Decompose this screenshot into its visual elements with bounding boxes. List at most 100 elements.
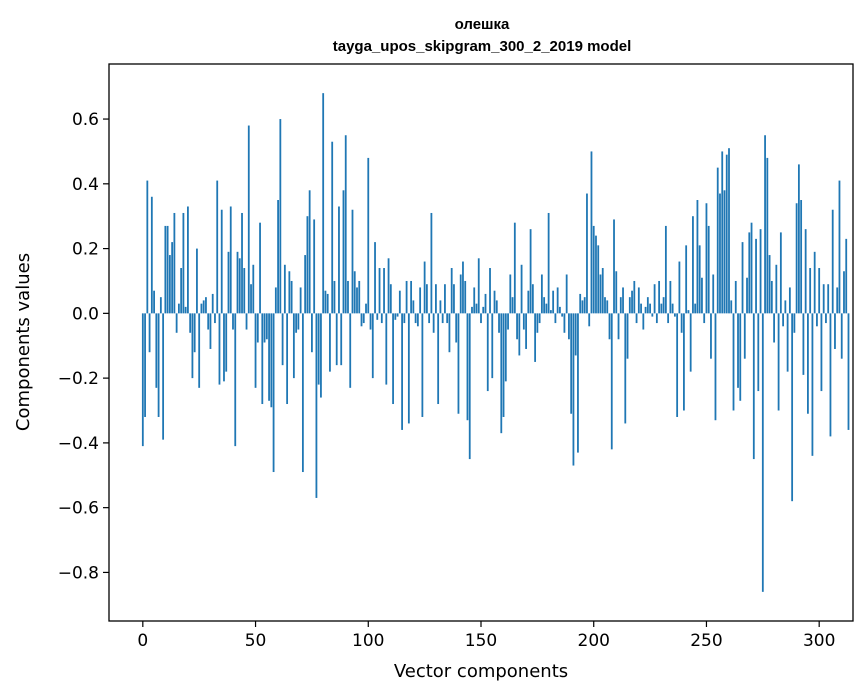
bar-233 <box>667 313 670 324</box>
bar-276 <box>764 135 766 314</box>
bar-185 <box>559 306 561 314</box>
bar-85 <box>333 280 336 314</box>
y-tick-label-3: −0.2 <box>58 369 99 389</box>
bar-176 <box>538 313 541 324</box>
bar-112 <box>394 313 397 320</box>
bar-275 <box>761 313 764 592</box>
bar-295 <box>807 313 809 414</box>
bar-238 <box>678 261 681 314</box>
bar-247 <box>698 245 701 314</box>
bar-108 <box>385 313 388 385</box>
bar-239 <box>680 313 683 333</box>
bar-188 <box>565 274 568 314</box>
bar-155 <box>491 313 494 379</box>
bar-135 <box>446 313 449 324</box>
bar-301 <box>820 313 823 392</box>
bar-156 <box>493 290 496 314</box>
bar-200 <box>592 225 595 314</box>
chart-subtitle: tayga_upos_skipgram_300_2_2019 model <box>333 38 632 55</box>
bar-22 <box>191 313 194 379</box>
bar-271 <box>752 313 755 460</box>
x-tick-label-4: 200 <box>578 631 610 651</box>
bar-24 <box>196 248 198 314</box>
bar-266 <box>741 242 744 314</box>
bar-48 <box>250 284 252 314</box>
bar-182 <box>552 290 555 314</box>
bar-191 <box>572 313 575 466</box>
bar-284 <box>782 313 785 327</box>
bar-310 <box>840 313 843 359</box>
bar-281 <box>775 264 778 314</box>
bar-31 <box>211 293 214 314</box>
bar-261 <box>730 300 733 314</box>
bar-229 <box>658 280 661 314</box>
bar-242 <box>687 310 690 314</box>
bar-195 <box>581 300 584 314</box>
bar-140 <box>457 313 460 414</box>
bar-190 <box>570 313 573 414</box>
bar-30 <box>209 313 212 349</box>
bar-65 <box>288 271 291 314</box>
bar-146 <box>471 306 473 314</box>
y-tick-label-5: 0.2 <box>72 240 99 260</box>
y-axis-label: Components values <box>13 253 34 431</box>
bar-160 <box>502 313 505 417</box>
bar-256 <box>719 193 721 314</box>
bar-163 <box>509 274 512 314</box>
bar-57 <box>270 313 273 408</box>
bar-69 <box>297 313 300 330</box>
bar-88 <box>340 313 343 366</box>
bar-148 <box>475 303 478 314</box>
bar-59 <box>274 287 277 314</box>
bar-141 <box>459 274 462 314</box>
bar-304 <box>827 284 830 314</box>
bar-249 <box>703 313 706 324</box>
bar-172 <box>529 229 532 314</box>
bar-189 <box>568 313 570 340</box>
bar-174 <box>534 313 537 362</box>
bar-43 <box>238 258 241 314</box>
bar-273 <box>757 313 760 392</box>
bar-175 <box>536 313 539 333</box>
bars-group <box>141 93 850 592</box>
y-tick-label-6: 0.4 <box>72 175 99 195</box>
bar-49 <box>252 264 255 314</box>
bar-121 <box>414 313 417 324</box>
bar-18 <box>182 212 185 314</box>
bar-138 <box>453 284 455 314</box>
bar-50 <box>254 313 257 388</box>
bar-80 <box>322 93 325 314</box>
bar-158 <box>498 313 500 333</box>
x-tick-label-0: 0 <box>137 631 148 651</box>
bar-26 <box>200 303 203 314</box>
bar-38 <box>227 251 230 314</box>
bar-221 <box>640 303 642 314</box>
bar-282 <box>777 313 780 411</box>
bar-130 <box>435 284 437 314</box>
bar-226 <box>651 313 654 317</box>
bar-55 <box>265 313 268 340</box>
bar-1 <box>144 313 146 417</box>
bar-212 <box>619 297 622 314</box>
bar-4 <box>150 196 153 314</box>
bar-159 <box>500 313 503 434</box>
bar-166 <box>516 313 518 340</box>
y-tick-label-1: −0.6 <box>58 499 99 519</box>
bar-93 <box>351 209 354 314</box>
bar-86 <box>335 313 338 366</box>
bar-95 <box>356 287 358 314</box>
bar-203 <box>599 274 602 314</box>
bar-72 <box>304 255 307 314</box>
bar-198 <box>588 313 591 327</box>
bar-44 <box>241 212 243 314</box>
bar-7 <box>157 313 160 417</box>
bar-84 <box>331 141 334 314</box>
bar-21 <box>189 313 192 333</box>
bar-217 <box>631 290 633 314</box>
bar-19 <box>184 306 187 314</box>
bar-241 <box>685 245 688 314</box>
bar-293 <box>802 313 805 375</box>
bar-210 <box>615 271 618 314</box>
bar-252 <box>710 313 712 359</box>
